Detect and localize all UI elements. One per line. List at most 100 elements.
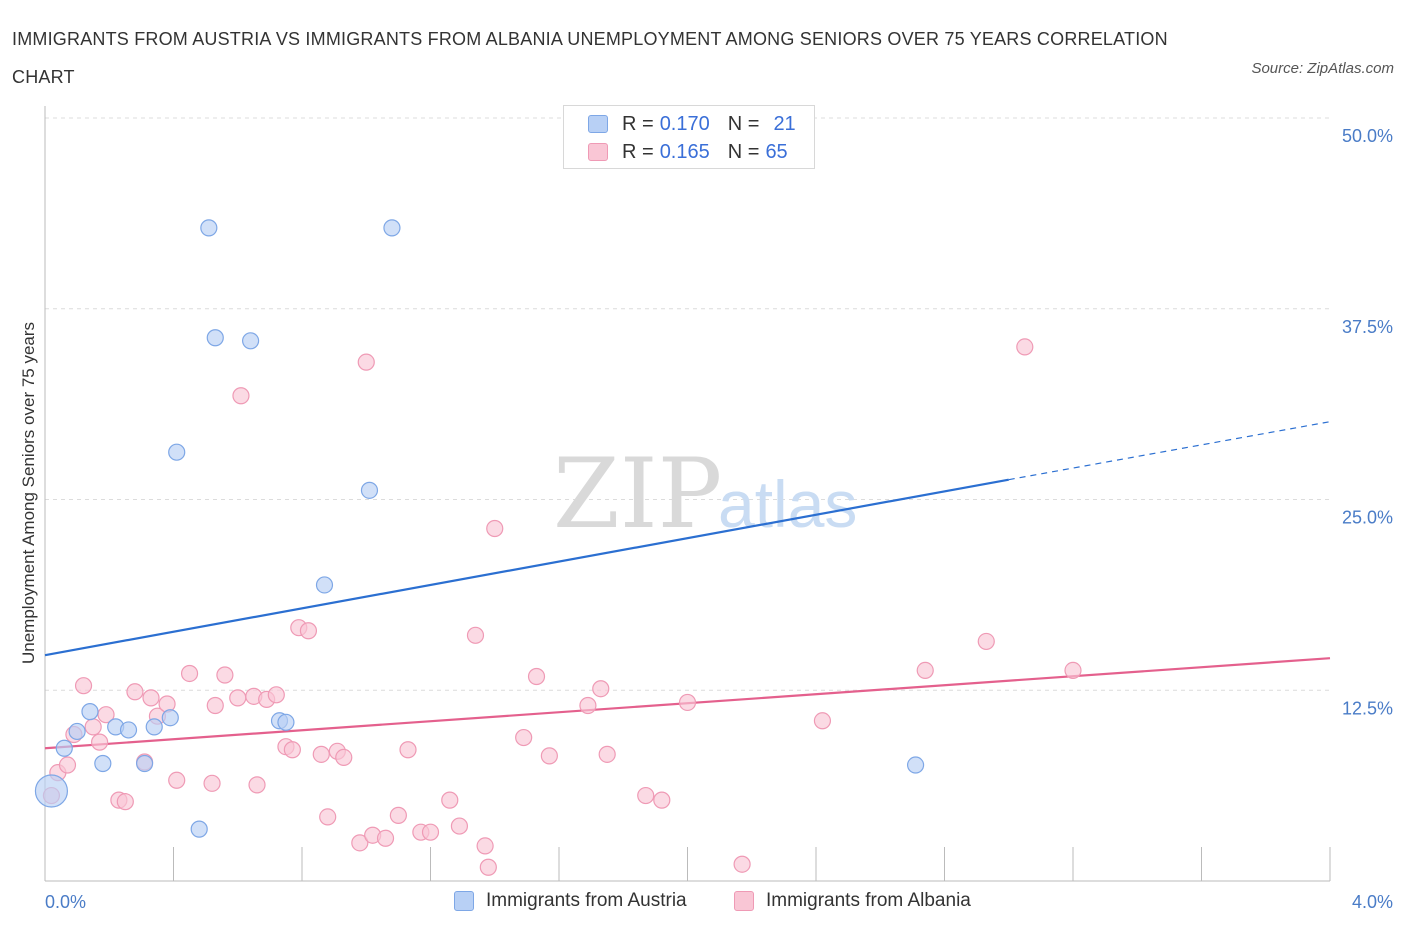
point-austria [315, 576, 334, 594]
point-austria [161, 709, 179, 727]
point-albania [232, 387, 250, 405]
watermark-zip: ZIP [553, 438, 722, 550]
y-tick-label: 50.0% [1342, 126, 1393, 146]
x-tick-label-min: 0.0% [45, 892, 86, 912]
axes [44, 106, 1331, 882]
point-austria [55, 739, 73, 757]
point-albania [598, 745, 616, 763]
point-albania [678, 693, 697, 712]
x-tick-label-max: 4.0% [1352, 892, 1393, 912]
point-albania [653, 791, 671, 809]
point-austria [206, 329, 224, 347]
point-albania [351, 834, 369, 852]
legend-albania-r-value: 0.165 [659, 140, 710, 163]
point-albania [84, 718, 102, 736]
trendline-austria-extension [1008, 421, 1331, 481]
x-tick-labels: 0.0% 4.0% [45, 892, 1393, 912]
point-albania [91, 733, 109, 751]
y-tick-label: 37.5% [1342, 317, 1393, 337]
point-albania [466, 626, 485, 644]
legend-albania-n-label: N = [727, 140, 760, 163]
point-albania [421, 823, 440, 841]
point-albania [916, 661, 934, 680]
point-albania [58, 756, 77, 774]
point-albania [299, 622, 318, 640]
point-austria [906, 756, 925, 774]
y-tick-label: 12.5% [1342, 698, 1393, 718]
point-albania [216, 666, 234, 684]
series-label-albania: Immigrants from Albania [766, 890, 971, 911]
series-legend: Immigrants from Austria Immigrants from … [0, 890, 1406, 916]
point-albania [592, 680, 610, 698]
point-albania [283, 741, 301, 759]
series-legend-albania: Immigrants from Albania [734, 890, 971, 912]
point-albania [389, 806, 407, 824]
point-albania [116, 793, 134, 811]
point-albania [527, 667, 546, 686]
legend-swatch-albania [588, 143, 608, 161]
series-swatch-austria [454, 891, 474, 911]
point-austria [277, 713, 295, 731]
y-tick-labels: 12.5% 25.0% 37.5% 50.0% [1342, 126, 1393, 718]
point-albania [319, 808, 337, 826]
point-austria [168, 443, 186, 461]
point-albania [733, 855, 751, 873]
legend-albania-r-label: R = [622, 140, 654, 163]
point-albania [376, 829, 395, 847]
point-albania [312, 745, 330, 763]
legend-austria-n-value: 21 [773, 112, 796, 135]
point-albania [126, 683, 144, 701]
point-albania [479, 858, 497, 876]
point-albania [1016, 338, 1034, 356]
point-albania [637, 786, 655, 805]
point-austria [34, 774, 69, 808]
point-austria [94, 754, 112, 773]
point-albania [450, 817, 469, 835]
point-albania [74, 677, 93, 695]
point-albania [206, 696, 224, 715]
series-swatch-albania [734, 891, 754, 911]
point-albania [476, 837, 494, 855]
point-austria [145, 718, 163, 736]
point-austria [190, 820, 208, 838]
point-albania [248, 776, 266, 794]
point-albania [486, 519, 504, 538]
watermark: ZIP atlas [553, 438, 857, 550]
data-points [34, 219, 1082, 876]
legend-austria-r-label: R = [622, 112, 654, 135]
point-albania [540, 747, 558, 765]
point-austria [135, 754, 154, 773]
point-albania [515, 728, 533, 747]
point-austria [68, 722, 86, 741]
point-austria [200, 219, 218, 237]
point-austria [383, 219, 401, 237]
point-austria [81, 703, 99, 721]
point-austria [242, 332, 260, 350]
legend-row-albania: R = 0.165 N = 65 [588, 139, 788, 165]
point-albania [168, 771, 186, 789]
legend-austria-n-label: N = [727, 112, 760, 135]
legend-austria-r-value: 0.170 [659, 112, 710, 135]
y-tick-label: 25.0% [1342, 508, 1393, 528]
source-label: Source: ZipAtlas.com [1251, 60, 1394, 77]
point-albania [813, 712, 832, 730]
y-axis-title: Unemployment Among Seniors over 75 years [19, 322, 38, 664]
point-albania [1064, 661, 1082, 680]
point-austria [119, 721, 138, 739]
point-albania [203, 774, 221, 792]
point-albania [579, 696, 597, 715]
point-albania [267, 686, 285, 704]
series-label-austria: Immigrants from Austria [486, 890, 687, 911]
series-legend-austria: Immigrants from Austria [454, 890, 687, 912]
point-austria [360, 481, 379, 499]
point-albania [399, 741, 417, 759]
gridlines [45, 117, 1330, 691]
point-albania [142, 689, 160, 707]
legend-albania-n-value: 65 [765, 140, 788, 163]
point-albania [357, 353, 375, 371]
legend-row-austria: R = 0.170 N = 21 [588, 111, 796, 137]
trendline-austria [44, 478, 1009, 657]
correlation-legend: R = 0.170 N = 21 R = 0.165 N = 65 [563, 105, 815, 169]
chart-title: IMMIGRANTS FROM AUSTRIA VS IMMIGRANTS FR… [12, 29, 1168, 87]
